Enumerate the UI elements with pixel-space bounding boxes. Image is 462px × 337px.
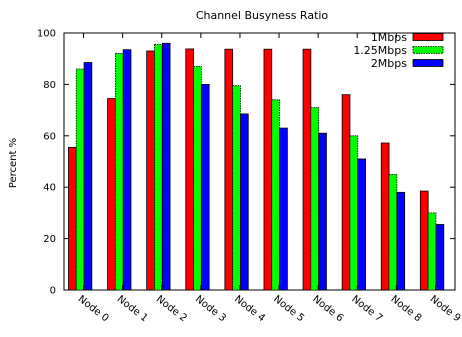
x-tick-label: Node 0 — [76, 294, 111, 325]
bar-1-25mbps — [271, 99, 280, 291]
bar-1mbps — [380, 142, 390, 291]
bar-1-25mbps — [349, 135, 359, 291]
y-tick-label: 20 — [43, 234, 56, 245]
legend-swatch — [412, 46, 444, 54]
bar-2mbps — [122, 49, 132, 291]
chart-title: Channel Busyness Ratio — [196, 9, 329, 22]
legend-label: 1Mbps — [371, 31, 407, 44]
bar-1mbps — [107, 98, 116, 291]
bar-1-25mbps — [154, 44, 163, 291]
x-tick-label: Node 7 — [349, 294, 384, 325]
bar-1mbps — [263, 48, 273, 291]
bar-1mbps — [68, 146, 77, 291]
bar-1-25mbps — [310, 107, 320, 291]
bar-1-25mbps — [232, 85, 241, 291]
x-tick-label: Node 9 — [428, 294, 462, 325]
y-tick-label: 0 — [50, 286, 56, 297]
plot-frame — [63, 32, 456, 291]
bar-1mbps — [224, 48, 234, 291]
bar-2mbps — [357, 158, 366, 291]
bar-2mbps — [435, 224, 445, 291]
x-tick-label: Node 3 — [193, 294, 228, 325]
bar-2mbps — [83, 62, 93, 291]
bar-1-25mbps — [427, 212, 437, 291]
legend-label: 2Mbps — [371, 57, 407, 70]
x-tick-label: Node 1 — [115, 294, 150, 325]
bar-2mbps — [279, 127, 288, 291]
y-tick-label: 40 — [43, 183, 56, 194]
x-tick-label: Node 5 — [271, 294, 306, 325]
bar-2mbps — [161, 42, 171, 291]
bar-1mbps — [419, 190, 429, 291]
bar-1mbps — [146, 50, 155, 291]
y-tick-label: 60 — [43, 131, 56, 142]
bar-1-25mbps — [193, 66, 202, 291]
bar-1mbps — [341, 94, 351, 291]
bar-2mbps — [318, 132, 327, 291]
bar-1-25mbps — [114, 53, 124, 291]
bar-1-25mbps — [75, 68, 85, 291]
x-tick-label: Node 6 — [310, 294, 345, 325]
x-tick-label: Node 8 — [389, 294, 424, 325]
bar-2mbps — [240, 113, 249, 291]
legend-swatch — [412, 33, 444, 41]
y-axis-label: Percent % — [8, 138, 19, 188]
x-tick-label: Node 4 — [232, 294, 267, 325]
bar-1mbps — [185, 48, 194, 291]
legend-swatch — [412, 59, 444, 67]
bar-1-25mbps — [388, 173, 398, 291]
legend-label: 1.25Mbps — [353, 44, 407, 57]
bar-2mbps — [200, 84, 210, 291]
y-tick-label: 100 — [37, 29, 56, 40]
bar-1mbps — [302, 48, 312, 291]
y-tick-label: 80 — [43, 80, 56, 91]
x-tick-label: Node 2 — [154, 294, 189, 325]
bar-2mbps — [396, 191, 406, 291]
